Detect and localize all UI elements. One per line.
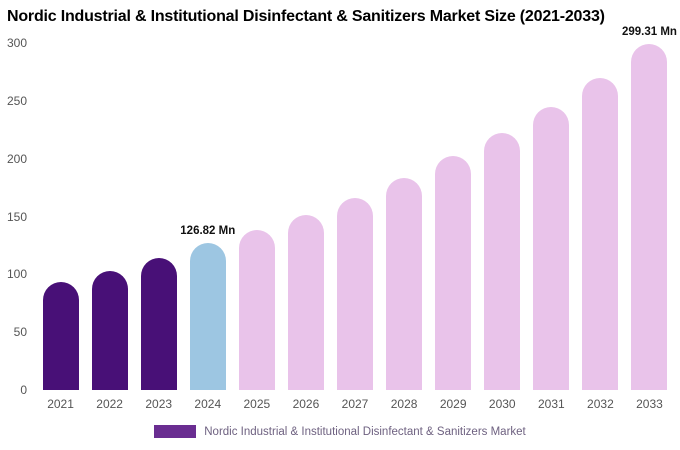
x-label-2029: 2029 bbox=[439, 397, 467, 411]
bar-slot-2028 bbox=[380, 43, 429, 390]
bar-2024[interactable] bbox=[189, 243, 226, 390]
x-label-2028: 2028 bbox=[390, 397, 418, 411]
x-label-2032: 2032 bbox=[587, 397, 614, 411]
chart-title: Nordic Industrial & Institutional Disinf… bbox=[7, 8, 605, 25]
bar-2022[interactable] bbox=[91, 270, 128, 390]
bar-slot-2032 bbox=[576, 43, 625, 390]
bar-2029[interactable] bbox=[435, 156, 472, 390]
bar-2032[interactable] bbox=[582, 77, 619, 390]
bar-slot-2027 bbox=[330, 43, 379, 390]
bar-slot-2031 bbox=[527, 43, 576, 390]
bar-slot-2033: 299.31 Mn bbox=[622, 26, 677, 390]
x-label-2030: 2030 bbox=[488, 397, 516, 411]
x-label-2033: 2033 bbox=[636, 397, 663, 411]
y-tick-200: 200 bbox=[6, 151, 27, 166]
bar-slot-2030 bbox=[478, 43, 527, 390]
plot-area: 126.82 Mn 299.31 Mn bbox=[36, 26, 677, 390]
y-tick-250: 250 bbox=[6, 93, 27, 108]
x-label-2025: 2025 bbox=[243, 397, 271, 411]
legend-swatch bbox=[154, 425, 197, 438]
bar-2028[interactable] bbox=[386, 178, 423, 390]
bar-2033[interactable] bbox=[631, 43, 668, 390]
data-label-2033: 299.31 Mn bbox=[621, 25, 677, 38]
y-tick-0: 0 bbox=[20, 383, 27, 397]
bar-2026[interactable] bbox=[287, 215, 324, 390]
y-tick-300: 300 bbox=[6, 36, 27, 50]
bar-slot-2021 bbox=[36, 43, 85, 390]
x-label-2027: 2027 bbox=[341, 397, 369, 411]
x-label-2021: 2021 bbox=[47, 397, 74, 411]
legend-label: Nordic Industrial & Institutional Disinf… bbox=[204, 425, 526, 438]
bar-2023[interactable] bbox=[140, 258, 177, 390]
bar-slot-2025 bbox=[232, 43, 281, 390]
bar-2027[interactable] bbox=[337, 198, 373, 390]
x-label-2022: 2022 bbox=[96, 397, 123, 411]
legend: Nordic Industrial & Institutional Disinf… bbox=[0, 425, 680, 438]
x-label-2031: 2031 bbox=[537, 397, 565, 411]
data-label-2024: 126.82 Mn bbox=[180, 225, 236, 238]
y-tick-150: 150 bbox=[6, 209, 27, 224]
bar-slot-2023 bbox=[134, 43, 183, 390]
bar-slot-2026 bbox=[281, 43, 330, 390]
bar-2030[interactable] bbox=[484, 133, 521, 390]
bar-slot-2022 bbox=[85, 43, 134, 390]
bar-2025[interactable] bbox=[238, 230, 275, 390]
x-label-2023: 2023 bbox=[145, 397, 173, 411]
x-axis: 2021 2022 2023 2024 2025 2026 2027 2028 2029 2030… bbox=[36, 397, 674, 411]
y-tick-100: 100 bbox=[6, 267, 27, 282]
x-label-2024: 2024 bbox=[194, 397, 222, 411]
x-label-2026: 2026 bbox=[292, 397, 320, 411]
y-axis: 0 50 100 150 200 250 300 bbox=[0, 36, 30, 397]
y-tick-50: 50 bbox=[13, 325, 27, 340]
bar-2021[interactable] bbox=[42, 282, 79, 390]
bar-2031[interactable] bbox=[533, 106, 570, 390]
bar-slot-2024: 126.82 Mn bbox=[180, 43, 236, 390]
bar-slot-2029 bbox=[429, 43, 478, 390]
